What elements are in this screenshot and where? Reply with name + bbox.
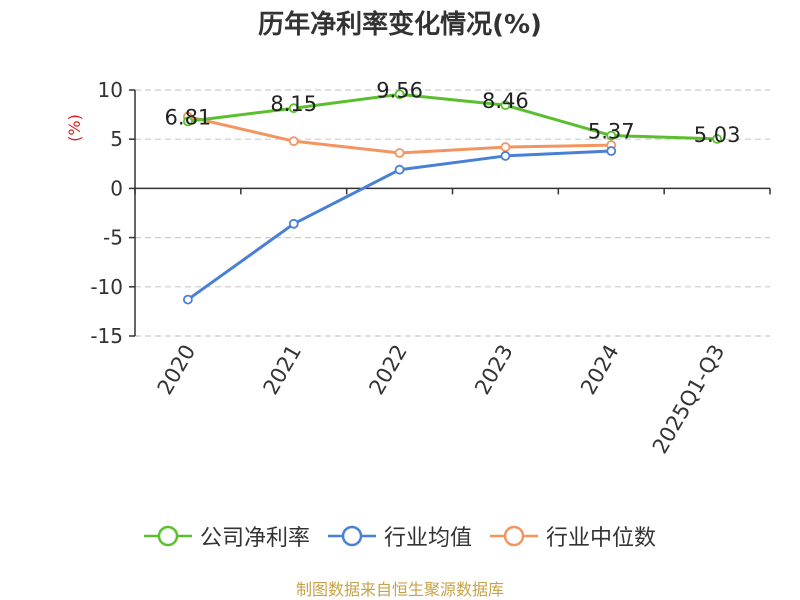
series-line: [187, 115, 612, 155]
legend-marker: [157, 525, 179, 547]
data-label-layer: 6.81 8.15 9.56 8.46 5.37 5.03: [165, 78, 741, 147]
data-point: [183, 116, 193, 127]
data-point: [288, 136, 299, 147]
data-point: [394, 164, 405, 175]
legend-label: 公司净利率: [199, 526, 310, 551]
y-tick-label: 0: [110, 176, 123, 200]
y-tick-label: -10: [90, 275, 123, 299]
data-point: [500, 151, 511, 161]
legend-marker: [341, 525, 363, 547]
legend-label: 行业中位数: [546, 526, 657, 551]
x-tick-label: 2021: [259, 341, 307, 399]
data-label: 5.03: [694, 123, 741, 147]
y-tick-label: -5: [103, 226, 123, 250]
data-point: [288, 218, 299, 229]
x-tick-label: 2022: [364, 341, 412, 399]
data-point: [712, 134, 722, 144]
data-label: 8.46: [482, 89, 529, 113]
data-label: 8.15: [270, 92, 317, 116]
legend-item[interactable]: 行业中位数: [490, 520, 656, 552]
data-point: [183, 294, 193, 305]
data-label: 5.37: [588, 120, 635, 144]
series-layer: [183, 89, 722, 305]
data-label: 6.81: [165, 105, 212, 129]
grid-layer: [135, 89, 770, 337]
legend-item[interactable]: 行业均值: [327, 520, 472, 552]
legend-marker: [503, 525, 525, 547]
series-line: [187, 92, 718, 141]
y-tick-label: 10: [98, 78, 123, 102]
legend: 公司净利率 行业均值 行业中位数: [0, 520, 800, 552]
data-point: [606, 146, 617, 156]
source-note: 制图数据来自恒生聚源数据库: [295, 580, 504, 599]
data-point: [500, 142, 511, 152]
data-point: [288, 103, 299, 114]
y-tick-label: -15: [90, 324, 123, 348]
legend-swatch: [143, 525, 192, 547]
data-point: [606, 130, 617, 141]
x-tick-label: 2023: [470, 341, 518, 399]
data-point: [394, 148, 405, 158]
legend-label: 行业均值: [383, 526, 472, 551]
x-tick-label: 2020: [153, 341, 201, 399]
legend-swatch: [490, 525, 538, 547]
y-tick-label: 5: [110, 127, 123, 151]
legend-swatch: [327, 525, 376, 547]
legend-item[interactable]: 公司净利率: [143, 520, 310, 552]
x-tick-label: 2024: [576, 341, 624, 399]
data-point: [500, 100, 511, 111]
chart-title: 历年净利率变化情况(%): [258, 10, 542, 40]
y-axis-title: (%): [65, 114, 84, 142]
data-point: [394, 89, 405, 100]
data-label: 9.56: [376, 78, 423, 102]
axis-layer: 10 5 0 -5 -10 -15 (%) 2020 2021 2022 2023 2024 2025Q…: [65, 78, 771, 458]
x-tick-label: 2025Q1-Q3: [648, 341, 730, 458]
